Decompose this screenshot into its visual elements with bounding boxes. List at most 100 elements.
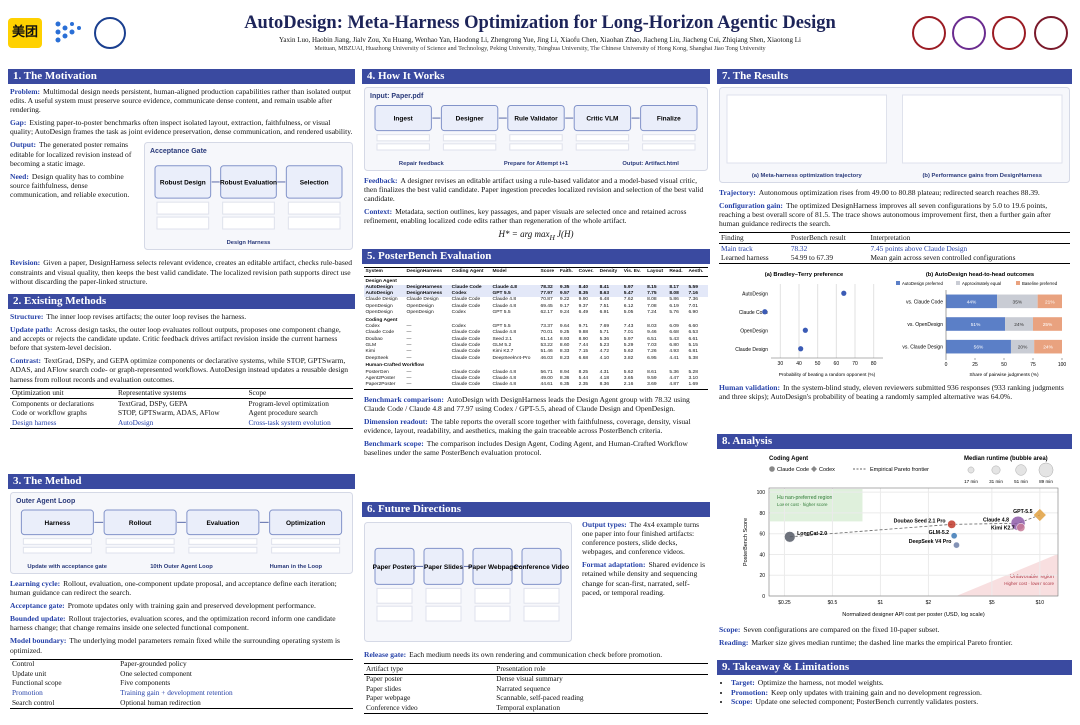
table-cell: 8.60 [559,342,570,348]
legend-swatch [896,281,900,286]
plot-frame [768,487,1059,597]
table-cell: DesignHarness [405,291,451,298]
bullet-label: Target: [731,678,755,687]
paragraph: Need: Design quality has to combine sourc… [10,172,134,199]
table-cell: Claude 4.8 [490,284,539,292]
paragraph-text: The table reports the overall score toge… [364,416,691,435]
section: 3. The Method Outer Agent Loop Harness Roll… [8,474,355,720]
table-cell: 5.23 [599,342,610,348]
table-cell: 7.75 [645,291,668,298]
paragraph-label: Reading: [719,638,749,648]
thumbnail [22,538,92,545]
thumbnail [188,538,258,545]
table-cell: 5.05 [623,309,634,315]
table-cell: 8.90 [578,336,589,342]
figure-title: Outer Agent Loop [16,498,75,505]
x-tick-label: 40 [796,361,802,367]
group-name: Design Agent [365,278,397,284]
table-header-cell: Layout [645,267,668,277]
figure-graphic: (a) Meta-harness optimization trajectory… [719,87,1070,183]
table-cell: Scannable, self-paced reading [496,693,584,703]
table-cell: 44.61 [540,382,553,388]
dot [802,327,808,334]
table-cell: 5.44 [578,375,589,381]
table-cell: 8.33 [559,349,570,355]
y-tick-label: 40 [759,552,765,558]
bar-segment [1034,340,1062,354]
table-cell: 9.35 [558,284,578,292]
table-cell: Update unit [12,668,47,678]
size-legend-marker [991,465,1001,475]
table-cell: Codex [365,324,380,330]
paragraph: Human validation: In the system-blind stu… [719,383,1070,401]
figure-note: Update with acceptance gate [27,564,107,570]
thumbnail [509,134,563,142]
table-cell: Claude Code [451,336,481,342]
paragraph-text: The optimized DesignHarness improves all… [719,201,1051,229]
table-cell: 4.87 [669,382,679,388]
paragraph-text: Design quality has to combine source fai… [10,171,130,199]
paragraph-text: In the system-blind study, eleven review… [719,383,1064,402]
table-cell: 6.12 [623,303,634,309]
table-cell: Claude Code [451,355,481,361]
legend-label: Baseline preferred [1022,281,1058,286]
table-cell: 8.36 [599,382,610,388]
figure-box [374,547,415,585]
figure-box-label: Rollout [129,520,152,527]
table-cell: 9.64 [559,324,570,330]
table-header-cell: Read. [667,267,687,277]
figure: Acceptance Gate Robust Design Robust Evalu… [144,142,353,251]
table-cell: 7.62 [623,297,634,303]
paragraph-text: The 4x4 example turns one paper into fou… [582,520,700,557]
paragraph-label: Configuration gain: [719,201,783,211]
paragraph: Feedback: A designer revises an editable … [364,176,708,203]
paragraph-text: The comparison includes Design Agent, Co… [364,438,688,458]
table-row: Conference video Temporal explanation [364,703,708,713]
table-cell: Agent procedure search [248,408,318,418]
x-tick-label: 60 [834,361,840,367]
size-legend-label: 31 min [989,479,1003,484]
table-cell: 4.93 [669,349,679,355]
paragraph: Benchmark comparison: AutoDesign with Des… [364,395,708,413]
paragraph-text: The generated poster remains editable fo… [10,140,132,168]
table-row: GLM — Claude Code GLM 5.2 53.22 8.60 7.44 5.23 5… [364,343,708,349]
table-cell: Search control [12,697,55,707]
table-cell: 8.40 [577,284,599,292]
figure-box [521,547,562,585]
table-header-cell: Artifact type [366,663,404,673]
table-cell: STOP, GPTSwarm, ADAS, AFlow [118,408,220,418]
point [950,532,958,540]
table-row: Design harness AutoDesign Cross-task syste… [10,418,353,428]
table-cell: Training gain + development retention [120,688,233,698]
table-cell: 56.71 [540,369,553,375]
x-axis-label: Probability of beating a random opponent… [779,372,876,378]
value-label: 21% [1045,299,1055,305]
table-row: Main track 78.32 7.45 points above Claude … [719,243,1070,253]
table-header-cell: Optimization unit [12,388,64,398]
thumbnail [376,143,430,151]
chart-row: (a) Bradley–Terry preference 30 40 50 60 70 80… [719,268,1070,380]
table-cell: — [406,342,412,348]
table-row: Update unit One selected component [10,669,353,679]
size-legend-marker [967,466,975,474]
region-subtitle: Higher cost · lower score [1004,581,1054,586]
x-tick-label: 50 [1001,362,1007,368]
table-row: Learned harness 54.99 to 67.39 Mean gain a… [719,253,1070,264]
figure-box [220,165,277,200]
paragraph-text: Given a paper, DesignHarness selects rel… [10,258,352,286]
table-cell: Narrated sequence [496,683,551,693]
paragraph: Scope: Seven configurations are compared … [719,625,1070,634]
figure-box [20,509,94,536]
table-cell: 5.47 [622,291,646,298]
paragraph: Benchmark scope: The comparison includes … [364,439,708,457]
paragraph: Contrast: TextGrad, DSPy, and GEPA optimi… [10,356,353,383]
thumbnail [425,605,462,622]
thumbnail [222,217,275,230]
table-cell: Functional scope [12,678,62,688]
section-title: 3. The Method [8,474,355,489]
thumbnail [642,143,696,151]
figure-box [640,104,698,132]
bar-segment [946,317,1006,331]
x-tick-label: 80 [871,361,877,367]
table-cell: Codex [451,324,466,330]
